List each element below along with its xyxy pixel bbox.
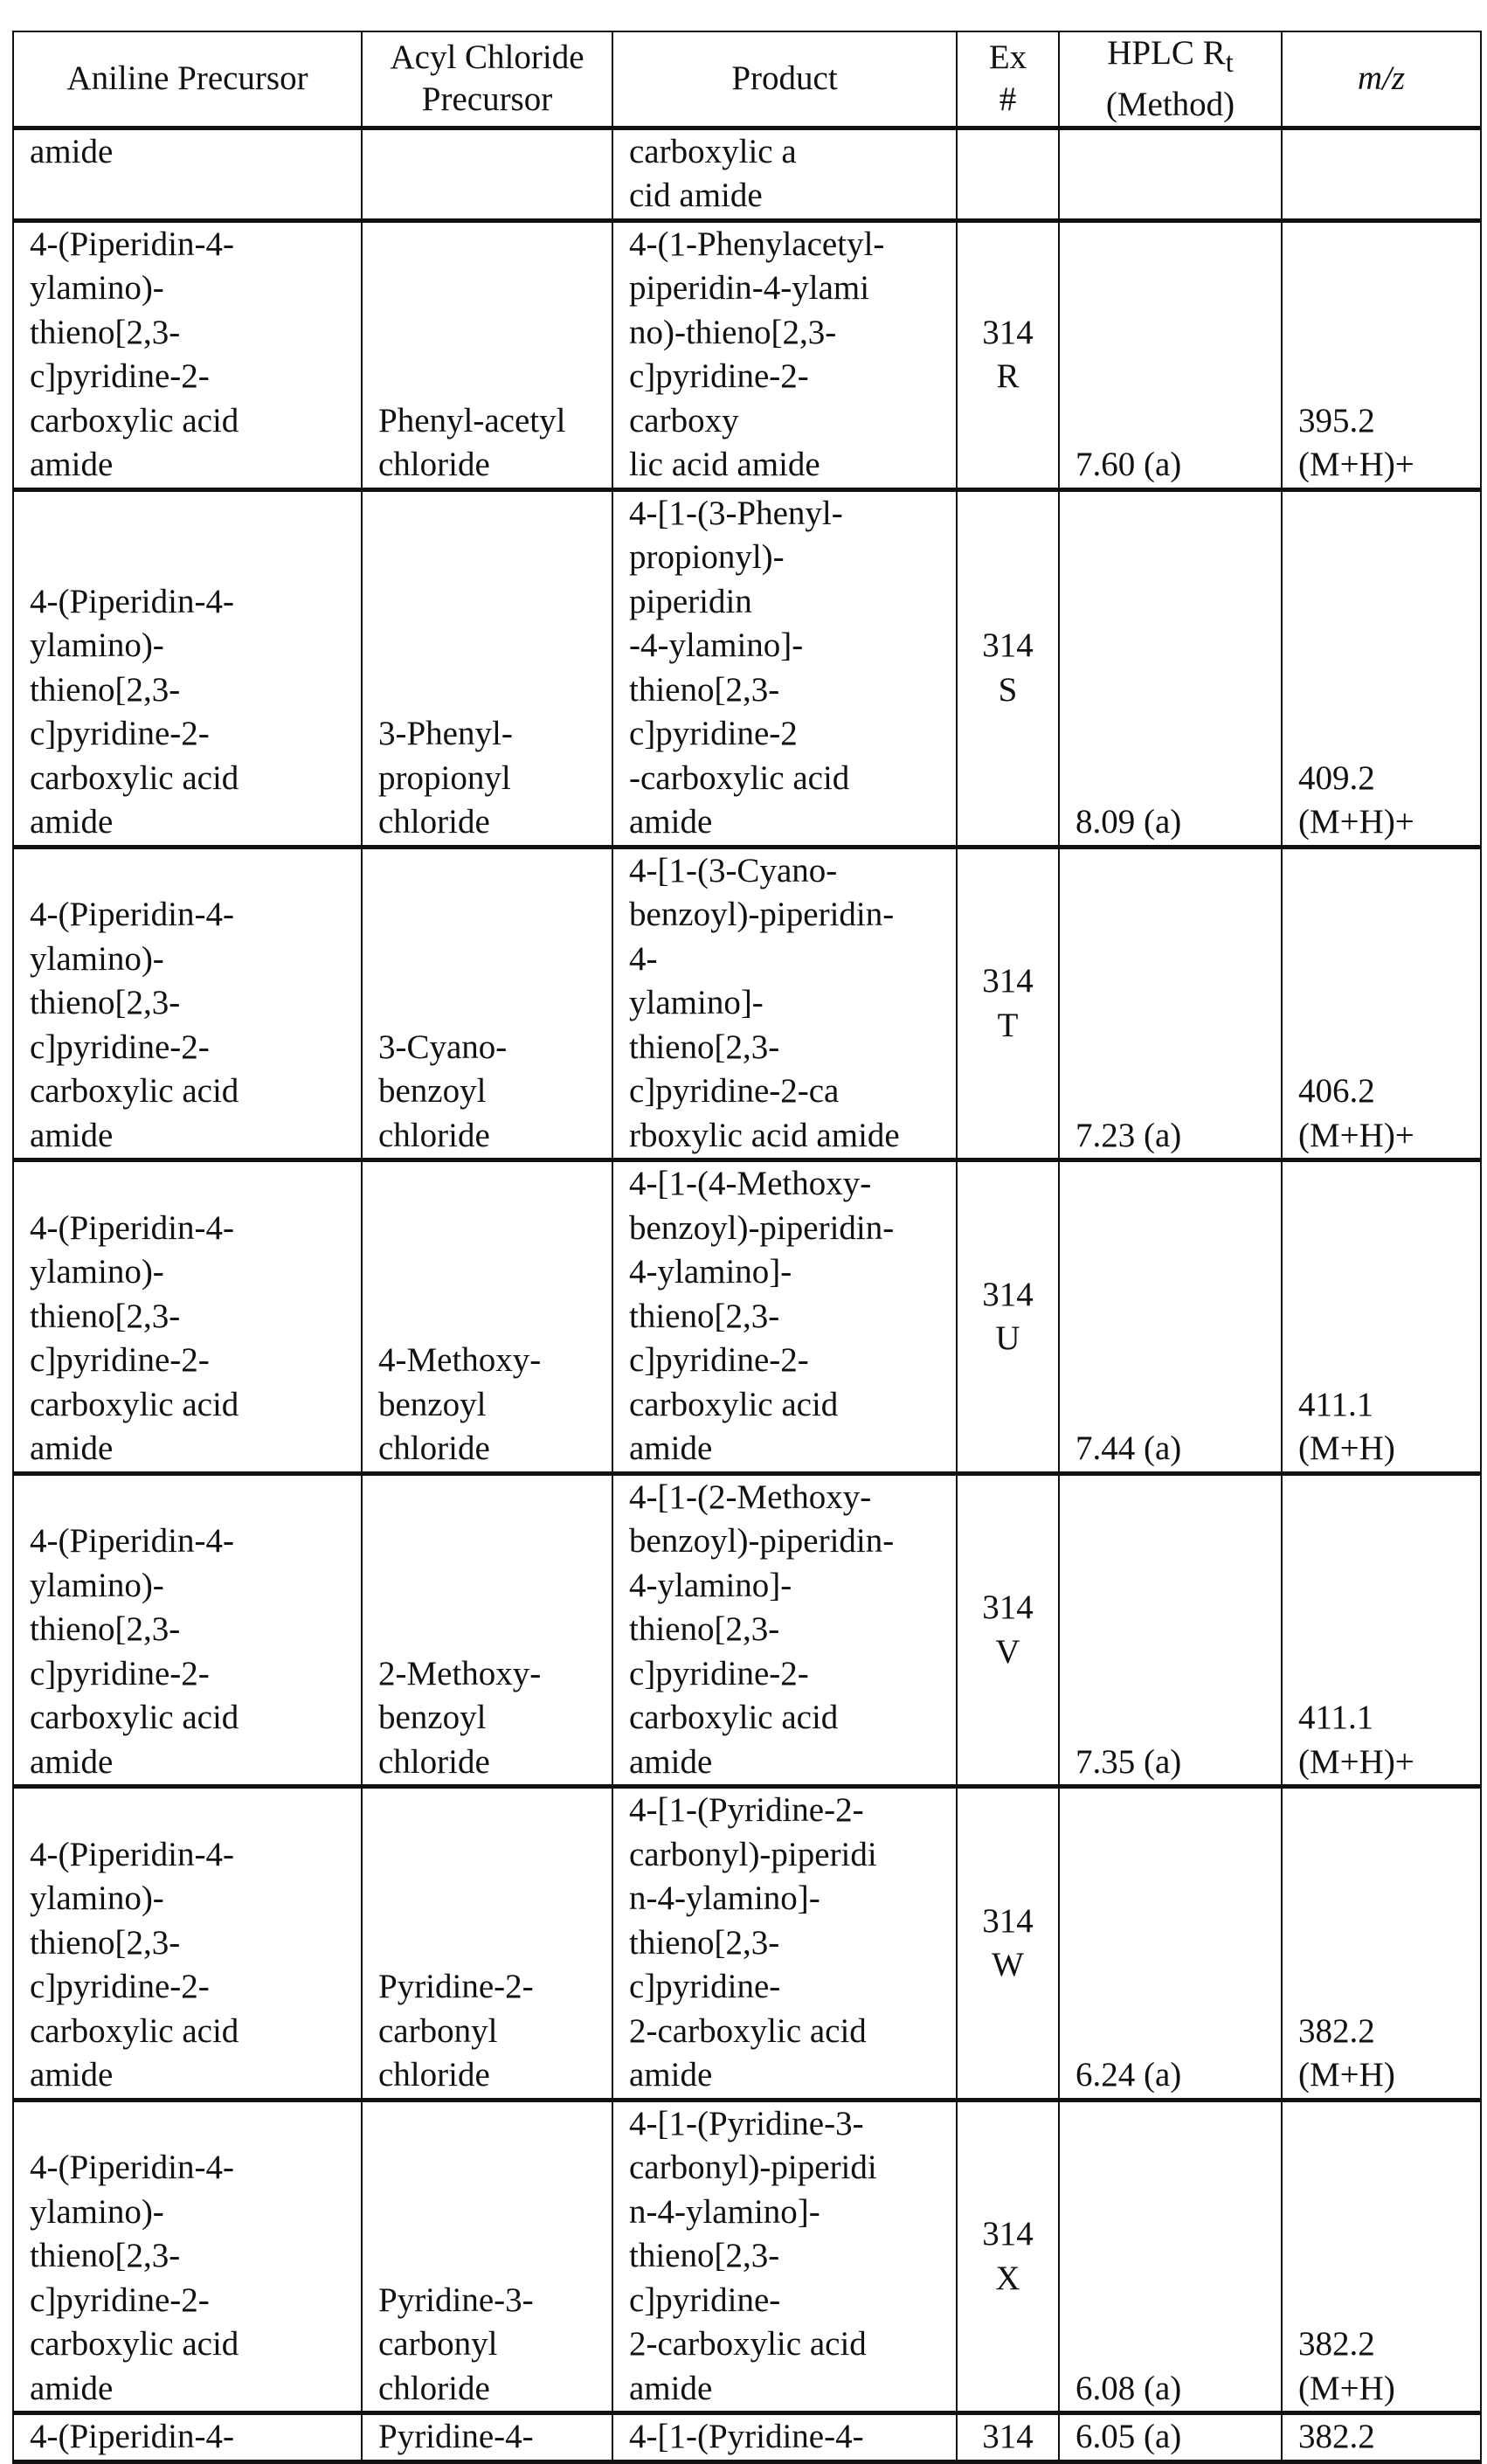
acyl-chloride-cell: 4-Methoxy- benzoyl chloride [362, 1160, 612, 1474]
product-cell: 4-[1-(Pyridine-3- carbonyl)-piperidi n-4… [612, 2100, 957, 2413]
example-number-cell: 314 T [957, 847, 1059, 1160]
example-number-cell: 314 V [957, 1473, 1059, 1787]
mz-cell: 382.2 (M+H) [1282, 2100, 1481, 2413]
example-number-cell: 314 R [957, 220, 1059, 489]
mz-cell: 395.2 (M+H)+ [1282, 220, 1481, 489]
hplc-cell: 8.09 (a) [1059, 489, 1282, 847]
mz-cell: 382.2 [1282, 2413, 1481, 2462]
acyl-chloride-cell: 3-Cyano- benzoyl chloride [362, 847, 612, 1160]
example-number-cell: 314 X [957, 2100, 1059, 2413]
example-number-cell: 314 U [957, 1160, 1059, 1474]
mz-cell [1282, 128, 1481, 220]
example-number-cell: 314 W [957, 1787, 1059, 2101]
header-example-number: Ex # [957, 31, 1059, 128]
acyl-chloride-cell: Pyridine-3- carbonyl chloride [362, 2100, 612, 2413]
header-row: Aniline Precursor Acyl Chloride Precurso… [13, 31, 1481, 128]
table-row: 4-(Piperidin-4- ylamino)- thieno[2,3- c]… [13, 1473, 1481, 1787]
acyl-chloride-cell: 3-Phenyl- propionyl chloride [362, 489, 612, 847]
product-cell: carboxylic a cid amide [612, 128, 957, 220]
aniline-precursor-cell: 4-(Piperidin-4- ylamino)- thieno[2,3- c]… [13, 1787, 362, 2101]
mz-cell: 411.1 (M+H)+ [1282, 1473, 1481, 1787]
product-cell: 4-[1-(2-Methoxy- benzoyl)-piperidin- 4-y… [612, 1473, 957, 1787]
aniline-precursor-cell: 4-(Piperidin-4- ylamino)- thieno[2,3- c]… [13, 2100, 362, 2413]
table-row: 4-(Piperidin-4-Pyridine-4-4-[1-(Pyridine… [13, 2413, 1481, 2462]
mz-cell: 406.2 (M+H)+ [1282, 847, 1481, 1160]
product-cell: 4-[1-(Pyridine-2- carbonyl)-piperidi n-4… [612, 1787, 957, 2101]
table-row: 4-(Piperidin-4- ylamino)- thieno[2,3- c]… [13, 2100, 1481, 2413]
hplc-cell [1059, 128, 1282, 220]
aniline-precursor-cell: amide [13, 128, 362, 220]
header-product: Product [612, 31, 957, 128]
acyl-chloride-cell: Pyridine-4- [362, 2413, 612, 2462]
header-acyl-chloride-precursor: Acyl Chloride Precursor [362, 31, 612, 128]
aniline-precursor-cell: 4-(Piperidin-4- [13, 2413, 362, 2462]
product-cell: 4-[1-(3-Cyano- benzoyl)-piperidin- 4- yl… [612, 847, 957, 1160]
header-mz: m/z [1282, 31, 1481, 128]
header-aniline-precursor: Aniline Precursor [13, 31, 362, 128]
hplc-cell: 7.35 (a) [1059, 1473, 1282, 1787]
product-cell: 4-[1-(3-Phenyl- propionyl)- piperidin -4… [612, 489, 957, 847]
header-hplc: HPLC Rt (Method) [1059, 31, 1282, 128]
example-number-cell [957, 128, 1059, 220]
table-row: amide carboxylic a cid amide [13, 128, 1481, 220]
hplc-cell: 6.24 (a) [1059, 1787, 1282, 2101]
acyl-chloride-cell: 2-Methoxy- benzoyl chloride [362, 1473, 612, 1787]
product-cell: 4-[1-(Pyridine-4- [612, 2413, 957, 2462]
hplc-cell: 7.23 (a) [1059, 847, 1282, 1160]
hplc-cell: 7.60 (a) [1059, 220, 1282, 489]
example-number-cell: 314 [957, 2413, 1059, 2462]
aniline-precursor-cell: 4-(Piperidin-4- ylamino)- thieno[2,3- c]… [13, 847, 362, 1160]
header-hplc-subscript: t [1226, 47, 1234, 79]
table-row: 4-(Piperidin-4- ylamino)- thieno[2,3- c]… [13, 847, 1481, 1160]
example-number-cell: 314 S [957, 489, 1059, 847]
aniline-precursor-cell: 4-(Piperidin-4- ylamino)- thieno[2,3- c]… [13, 489, 362, 847]
hplc-cell: 7.44 (a) [1059, 1160, 1282, 1474]
hplc-cell: 6.05 (a) [1059, 2413, 1282, 2462]
mz-cell: 382.2 (M+H) [1282, 1787, 1481, 2101]
table-row: 4-(Piperidin-4- ylamino)- thieno[2,3- c]… [13, 489, 1481, 847]
table-row: 4-(Piperidin-4- ylamino)- thieno[2,3- c]… [13, 1160, 1481, 1474]
table-row: 4-(Piperidin-4- ylamino)- thieno[2,3- c]… [13, 220, 1481, 489]
product-cell: 4-[1-(4-Methoxy- benzoyl)-piperidin- 4-y… [612, 1160, 957, 1474]
mz-cell: 409.2 (M+H)+ [1282, 489, 1481, 847]
product-cell: 4-(1-Phenylacetyl- piperidin-4-ylami no)… [612, 220, 957, 489]
aniline-precursor-cell: 4-(Piperidin-4- ylamino)- thieno[2,3- c]… [13, 1473, 362, 1787]
acyl-chloride-cell: Phenyl-acetyl chloride [362, 220, 612, 489]
hplc-cell: 6.08 (a) [1059, 2100, 1282, 2413]
compound-table: Aniline Precursor Acyl Chloride Precurso… [12, 31, 1482, 2464]
mz-cell: 411.1 (M+H) [1282, 1160, 1481, 1474]
table-row: 4-(Piperidin-4- ylamino)- thieno[2,3- c]… [13, 1787, 1481, 2101]
acyl-chloride-cell [362, 128, 612, 220]
header-hplc-label: HPLC R [1107, 34, 1225, 72]
aniline-precursor-cell: 4-(Piperidin-4- ylamino)- thieno[2,3- c]… [13, 220, 362, 489]
acyl-chloride-cell: Pyridine-2- carbonyl chloride [362, 1787, 612, 2101]
aniline-precursor-cell: 4-(Piperidin-4- ylamino)- thieno[2,3- c]… [13, 1160, 362, 1474]
header-hplc-method: (Method) [1106, 86, 1235, 123]
